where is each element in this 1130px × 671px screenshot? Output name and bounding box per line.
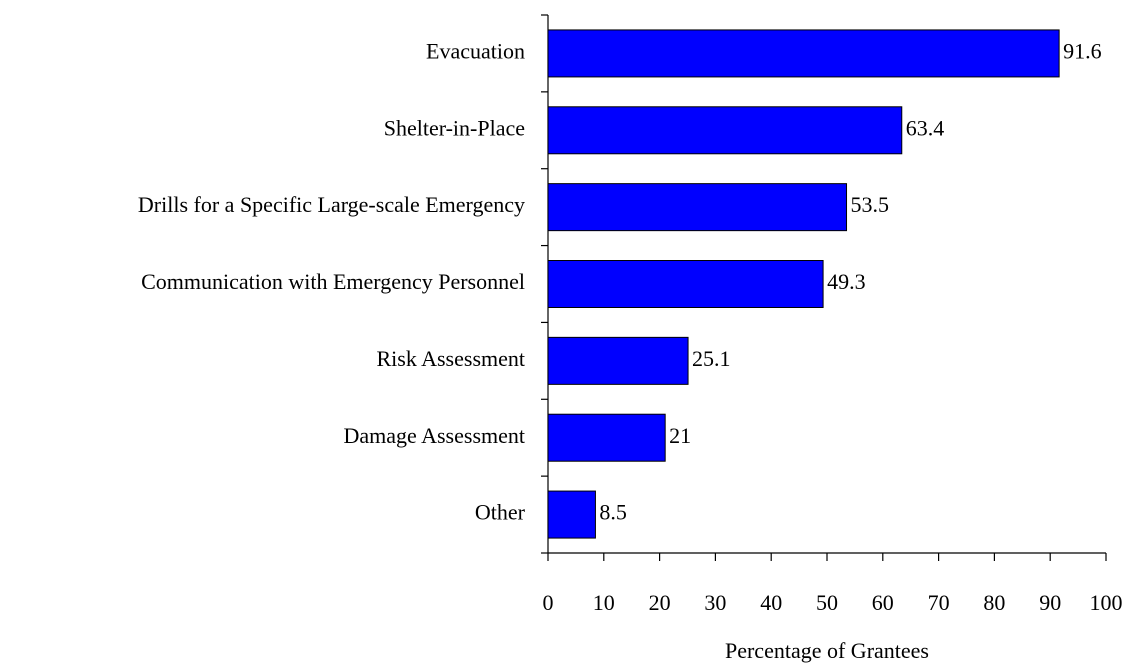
y-tick-label: Evacuation bbox=[426, 38, 525, 63]
x-tick-label: 50 bbox=[816, 590, 838, 615]
bar bbox=[547, 260, 824, 308]
bar bbox=[547, 490, 596, 539]
x-tick-label: 70 bbox=[928, 590, 950, 615]
x-tick-label: 30 bbox=[704, 590, 726, 615]
value-label: 49.3 bbox=[827, 269, 866, 294]
x-tick-label: 0 bbox=[543, 590, 554, 615]
y-tick-label: Shelter-in-Place bbox=[384, 115, 525, 140]
value-label: 53.5 bbox=[851, 192, 890, 217]
bar bbox=[547, 336, 689, 385]
value-label: 91.6 bbox=[1063, 38, 1102, 63]
bar bbox=[547, 183, 848, 232]
y-tick-label: Damage Assessment bbox=[344, 423, 525, 448]
y-tick-label: Drills for a Specific Large-scale Emerge… bbox=[138, 192, 525, 217]
x-tick-label: 90 bbox=[1039, 590, 1061, 615]
value-label: 25.1 bbox=[692, 346, 731, 371]
x-tick-label: 40 bbox=[760, 590, 782, 615]
x-tick-label: 60 bbox=[872, 590, 894, 615]
y-tick-label: Risk Assessment bbox=[376, 346, 525, 371]
bar bbox=[547, 29, 1060, 78]
x-tick-label: 10 bbox=[593, 590, 615, 615]
value-label: 8.5 bbox=[599, 500, 627, 525]
bar bbox=[547, 106, 903, 155]
bar bbox=[547, 413, 666, 462]
y-tick-label: Other bbox=[475, 500, 526, 525]
value-label: 63.4 bbox=[906, 115, 945, 140]
value-label: 21 bbox=[669, 423, 691, 448]
x-tick-label: 20 bbox=[649, 590, 671, 615]
x-tick-label: 100 bbox=[1090, 590, 1123, 615]
y-tick-label: Communication with Emergency Personnel bbox=[141, 269, 525, 294]
x-tick-label: 80 bbox=[983, 590, 1005, 615]
x-axis-title: Percentage of Grantees bbox=[725, 638, 929, 663]
